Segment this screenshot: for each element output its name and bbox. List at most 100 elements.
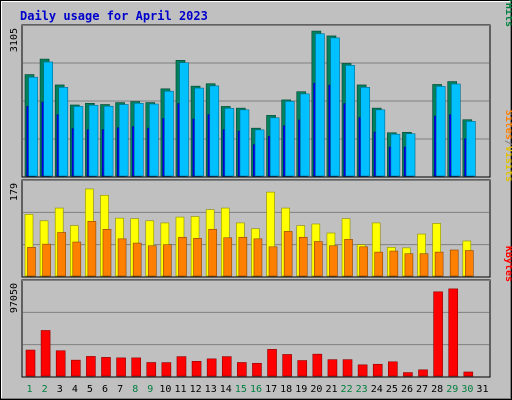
day-label: 6 (102, 384, 108, 395)
pages-bar-day-30 (466, 121, 476, 177)
kbytes-bar-day-1 (25, 349, 36, 377)
sites-bar-day-21 (329, 245, 338, 277)
sites-bar-day-11 (178, 236, 187, 277)
sites-bar-day-30 (465, 250, 474, 277)
panel-3-ymax-label: 97050 (9, 283, 20, 313)
pages-bar-day-7 (118, 104, 129, 177)
pages-bar-day-22 (345, 65, 355, 177)
sites-bar-day-20 (314, 241, 323, 277)
kbytes-bar-day-10 (161, 362, 172, 377)
sites-bar-day-24 (374, 251, 384, 277)
sites-bar-day-16 (253, 238, 263, 277)
pages-bar-day-23 (360, 87, 371, 177)
panel-2-ymax-label: 179 (9, 183, 20, 201)
legend-item: / (503, 0, 512, 3)
legend-item: Sites (503, 110, 512, 140)
day-label: 12 (190, 384, 202, 395)
legend-item: / (503, 140, 512, 146)
pages-bar-day-19 (300, 93, 310, 177)
pages-bar-day-3 (58, 87, 69, 177)
sites-bar-day-29 (449, 249, 459, 277)
kbytes-bar-day-6 (101, 357, 111, 377)
pages-bar-day-5 (88, 104, 99, 177)
kbytes-bar-day-30 (463, 371, 474, 377)
day-label: 31 (476, 384, 488, 395)
sites-bar-day-13 (208, 228, 217, 277)
day-label: 21 (325, 384, 337, 395)
kbytes-bar-day-26 (403, 372, 413, 377)
kbytes-bar-day-25 (388, 361, 398, 377)
kbytes-bar-day-21 (327, 359, 338, 377)
pages-bar-day-21 (330, 37, 340, 177)
sites-bar-day-19 (298, 236, 308, 277)
sites-bar-day-5 (87, 221, 97, 277)
day-label: 22 (341, 384, 353, 395)
pages-bar-day-11 (179, 62, 189, 177)
pages-bar-day-1 (28, 76, 38, 177)
panel-3: 97050 KBytes (9, 246, 512, 378)
sites-bar-day-10 (163, 244, 172, 277)
day-label: 10 (159, 384, 171, 395)
sites-bar-day-8 (132, 242, 142, 277)
kbytes-bar-day-7 (116, 357, 126, 377)
pages-bar-day-14 (224, 108, 235, 177)
kbytes-bar-day-20 (312, 353, 323, 377)
kbytes-bar-day-12 (191, 361, 202, 377)
panel-1-ymax-label: 3105 (9, 28, 20, 52)
sites-bar-day-3 (57, 232, 66, 277)
kbytes-bar-day-18 (282, 354, 292, 377)
panel-1-legend: Pages/Files/Hits (503, 0, 512, 27)
pages-bar-day-8 (133, 102, 144, 177)
kbytes-bar-day-4 (70, 359, 81, 377)
sites-bar-day-26 (404, 253, 414, 277)
sites-bar-day-17 (268, 246, 278, 277)
day-labels: 1 2 3 4 5 6 7 8 9 10 11 12 13 14 15 16 17 18 19 20 21 22 23 24 2… (27, 384, 489, 395)
kbytes-bar-day-29 (448, 288, 459, 377)
legend-item: Visits (503, 146, 512, 182)
kbytes-bar-day-9 (146, 362, 157, 377)
sites-bar-day-12 (193, 238, 202, 277)
day-label: 26 (401, 384, 413, 395)
kbytes-bar-day-27 (418, 369, 428, 377)
pages-bar-day-9 (149, 103, 159, 177)
pages-bar-day-12 (194, 87, 204, 177)
kbytes-bar-day-17 (267, 349, 277, 377)
sites-bar-day-2 (42, 243, 51, 277)
day-label: 24 (371, 384, 383, 395)
sites-bar-day-4 (72, 241, 82, 277)
day-label: 30 (461, 384, 473, 395)
kbytes-bar-day-15 (237, 362, 247, 377)
kbytes-bar-day-23 (357, 364, 368, 377)
pages-bar-day-13 (209, 85, 220, 177)
pages-bar-day-2 (43, 61, 53, 177)
day-label: 29 (446, 384, 458, 395)
pages-bar-day-25 (390, 133, 401, 177)
panel-2-legend: Sites/Visits (503, 110, 512, 182)
pages-bar-day-6 (103, 105, 114, 177)
sites-bar-day-1 (27, 247, 36, 277)
pages-bar-day-4 (73, 106, 84, 177)
pages-bar-day-28 (435, 86, 446, 177)
day-label: 7 (117, 384, 123, 395)
pages-bar-day-10 (164, 90, 174, 177)
day-label: 16 (250, 384, 262, 395)
day-label: 4 (72, 384, 78, 395)
sites-bar-day-28 (434, 251, 444, 277)
kbytes-bar-day-2 (40, 330, 51, 377)
day-label: 9 (147, 384, 153, 395)
kbytes-bar-day-13 (206, 358, 217, 377)
sites-bar-day-6 (102, 228, 112, 277)
kbytes-bar-day-5 (86, 356, 96, 377)
sites-bar-day-27 (419, 253, 429, 277)
day-label: 23 (356, 384, 368, 395)
panel-3-legend: KBytes (503, 246, 512, 282)
day-label: 8 (132, 384, 138, 395)
kbytes-bar-day-24 (372, 363, 383, 377)
sites-bar-day-18 (283, 231, 293, 277)
pages-bar-day-17 (269, 117, 280, 177)
sites-bar-day-23 (359, 246, 368, 277)
kbytes-bar-day-14 (221, 356, 232, 377)
chart-title: Daily usage for April 2023 (20, 9, 208, 23)
day-label: 2 (42, 384, 48, 395)
